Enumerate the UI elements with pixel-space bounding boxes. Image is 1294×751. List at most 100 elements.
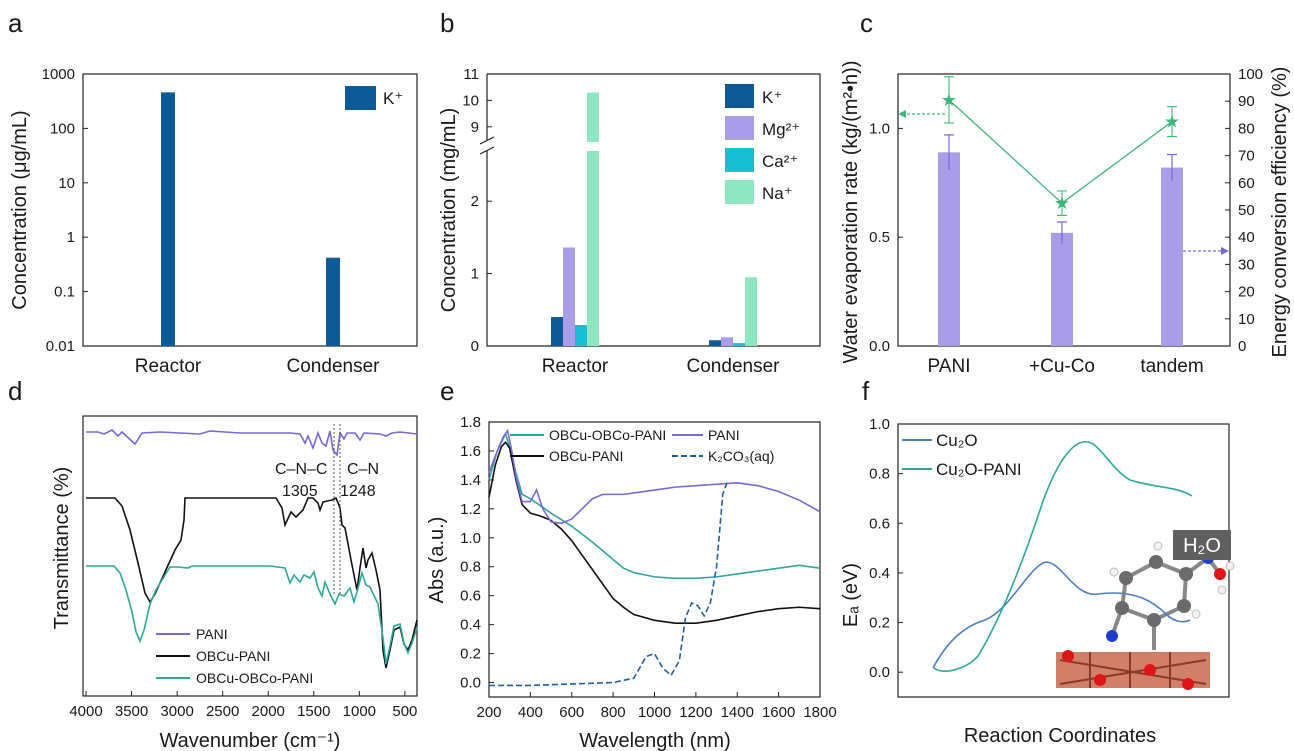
y-ticks-c: 0.0 0.5 1.0 — [869, 120, 903, 355]
bar-3-0 — [587, 92, 599, 346]
bar-2-1 — [733, 343, 745, 346]
x-tick-d-label: 1000 — [343, 703, 376, 720]
y-tick-f-label: 0.2 — [869, 615, 890, 632]
spectra-lines-e — [488, 428, 821, 687]
carbon-atom — [1149, 555, 1163, 569]
bar-1-1 — [721, 337, 733, 346]
carbon-atom — [1177, 599, 1191, 613]
y-tick-f-label: 0.6 — [869, 515, 890, 532]
y2-tick-c-label: 50 — [1238, 202, 1255, 219]
panel-b: b Concentration (mg/mL) 0 1 2 9 10 11 Reactor… — [438, 8, 821, 377]
bar-evap-1 — [1051, 232, 1073, 346]
x-axis-title-f: Reaction Coordinates — [964, 725, 1156, 747]
x-axis-title-d: Wavenumber (cm⁻¹) — [160, 730, 341, 751]
legend-b: K⁺ Mg²⁺ Ca²⁺ Na⁺ — [725, 84, 800, 204]
x-tick-d-label: 2000 — [252, 703, 285, 720]
y2-tick-c-label: 30 — [1238, 256, 1255, 273]
panel-a: a Concentration (μg/mL) 0.01 0.1 1 10 100 100… — [8, 8, 418, 377]
x-tick-e-label: 400 — [518, 704, 543, 721]
y-tick-b-label: 10 — [462, 92, 479, 109]
efficiency-point-0: ★ — [941, 90, 957, 110]
category-label-reactor-b: Reactor — [542, 356, 609, 377]
y-tick-e-label: 1.6 — [460, 443, 481, 460]
carbon-atom — [1119, 571, 1133, 585]
bar-0-1 — [709, 340, 721, 346]
hydrogen-atom — [1217, 585, 1227, 595]
bar-break-gap — [583, 142, 599, 151]
ftir-line-obcu-obco-pani — [86, 565, 418, 665]
legend-label-b-1: Mg²⁺ — [762, 120, 800, 139]
y-tick-a-label: 1000 — [42, 66, 75, 83]
y2-tick-c-label: 70 — [1238, 148, 1255, 165]
y2-tick-c-label: 80 — [1238, 120, 1255, 137]
hydrogen-atom — [1225, 561, 1235, 571]
efficiency-line-c: ★ ★ ★ — [941, 76, 1180, 216]
y-tick-e-label: 1.0 — [460, 530, 481, 547]
hydrogen-atom — [1153, 541, 1163, 551]
legend-label-b-3: Na⁺ — [762, 184, 793, 203]
y-tick-e-label: 0.8 — [460, 559, 481, 576]
y-tick-f-label: 0.8 — [869, 466, 890, 483]
bar-k-0 — [161, 92, 175, 346]
efficiency-point-2: ★ — [1164, 112, 1180, 132]
y-tick-a-label: 0.1 — [54, 284, 75, 301]
x-tick-d-label: 3500 — [115, 703, 148, 720]
x-axis-title-e: Wavelength (nm) — [579, 730, 731, 751]
y-axis-title-c: Water evaporation rate (kg/(m²•h)) — [840, 60, 862, 363]
y-ticks-e: 0.0 0.2 0.4 0.6 0.8 1.0 1.2 1.4 1.6 1.8 — [460, 414, 494, 692]
panel-letter-c: c — [860, 8, 873, 38]
legend-label-b-2: Ca²⁺ — [762, 152, 798, 171]
x-tick-e-label: 600 — [559, 704, 584, 721]
legend-label-obcu-pani-d: OBCu-PANI — [196, 648, 270, 664]
category-label-tandem-c: tandem — [1140, 356, 1203, 377]
y-tick-e-label: 0.0 — [460, 675, 481, 692]
carbon-atom — [1179, 567, 1193, 581]
spectrum-line-2 — [488, 428, 821, 525]
energy-line-cu2o — [932, 561, 1191, 669]
legend-label-pani-e: PANI — [708, 427, 740, 443]
panel-letter-e: e — [440, 376, 454, 406]
legend-label-obcu-pani-e: OBCu-PANI — [549, 448, 623, 464]
annotation-1305-d: 1305 — [282, 483, 318, 500]
y-tick-e-label: 0.2 — [460, 646, 481, 663]
x-tick-e-label: 800 — [601, 704, 626, 721]
energy-line-cu2o-pani — [933, 440, 1193, 672]
y-tick-b-label: 2 — [471, 193, 479, 210]
legend-label-pani-d: PANI — [196, 626, 228, 642]
y-tick-b-label: 1 — [471, 266, 479, 283]
legend-label-k-a: K⁺ — [383, 89, 403, 108]
y-ticks-f: 0.0 0.2 0.4 0.6 0.8 1.0 — [869, 416, 903, 681]
panel-letter-d: d — [8, 376, 22, 406]
bar-1-0 — [563, 247, 575, 346]
bars-b — [551, 92, 757, 346]
x-tick-e-label: 200 — [476, 704, 501, 721]
y-tick-c-label: 1.0 — [869, 120, 890, 137]
bar-k-1 — [326, 257, 340, 346]
y-tick-c-label: 0.5 — [869, 229, 890, 246]
y2-tick-c-label: 90 — [1238, 93, 1255, 110]
x-ticks-d: 4000 3500 3000 2500 2000 1500 1000 500 — [69, 691, 417, 720]
y-tick-f-label: 1.0 — [869, 416, 890, 433]
y2-ticks-c: 0 10 20 30 40 50 60 70 80 90 100 — [1225, 66, 1263, 355]
x-tick-e-label: 1600 — [762, 704, 795, 721]
y-tick-e-label: 0.4 — [460, 617, 481, 634]
bars-c — [938, 134, 1183, 346]
panel-letter-f: f — [862, 376, 870, 406]
y-axis-title-e: Abs (a.u.) — [426, 517, 448, 604]
panel-letter-a: a — [8, 8, 23, 38]
legend-label-b-0: K⁺ — [762, 88, 782, 107]
oxygen-atom — [1144, 664, 1156, 676]
nitrogen-atom — [1106, 630, 1118, 642]
efficiency-polyline — [948, 99, 1173, 205]
panel-letter-b: b — [440, 8, 454, 38]
annotation-cn-d: C–N — [347, 461, 379, 478]
y-tick-f-label: 0.4 — [869, 565, 890, 582]
category-label-cuco-c: +Cu-Co — [1029, 356, 1095, 377]
x-tick-e-label: 1800 — [803, 704, 836, 721]
spectrum-line-1 — [488, 441, 821, 624]
legend-swatch-b-1 — [725, 116, 754, 140]
x-ticks-e: 200 400 600 800 1000 1200 1400 1600 1800 — [476, 692, 837, 721]
category-label-pani-c: PANI — [928, 356, 971, 377]
oxygen-atom — [1094, 674, 1106, 686]
